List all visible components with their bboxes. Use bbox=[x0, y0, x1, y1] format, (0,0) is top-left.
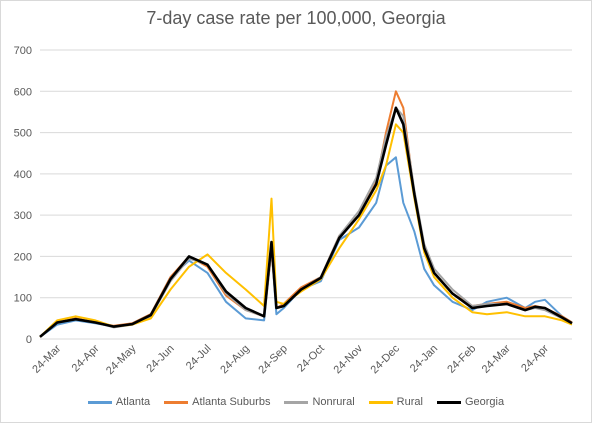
legend-item-atlanta-suburbs: Atlanta Suburbs bbox=[164, 396, 270, 408]
y-axis-ticks: 0 100 200 300 400 500 600 700 bbox=[14, 45, 32, 346]
y-tick-label: 300 bbox=[14, 210, 32, 222]
series-line-georgia bbox=[39, 106, 573, 338]
gridlines bbox=[40, 49, 572, 340]
x-tick-label: 24-Sep bbox=[256, 343, 290, 377]
legend-label: Atlanta bbox=[115, 396, 151, 408]
x-tick-label: 24-Aug bbox=[218, 343, 252, 377]
x-tick-label: 24-Apr bbox=[70, 342, 102, 374]
series-layer bbox=[39, 90, 573, 338]
legend-swatch bbox=[368, 400, 393, 404]
legend-swatch bbox=[164, 400, 189, 404]
x-axis-ticks: 24-Mar 24-Apr 24-May 24-Jun 24-Jul 24-Aug 24-S… bbox=[30, 342, 551, 377]
y-tick-label: 500 bbox=[14, 128, 32, 140]
x-tick-label: 24-Mar bbox=[480, 342, 513, 375]
y-tick-label: 0 bbox=[26, 334, 32, 346]
x-tick-label: 24-Jun bbox=[144, 343, 176, 375]
legend-item-georgia: Georgia bbox=[436, 396, 505, 408]
chart-title: 7-day case rate per 100,000, Georgia bbox=[146, 8, 446, 28]
x-tick-label: 24-Oct bbox=[295, 343, 327, 375]
series-line-atlanta bbox=[39, 156, 573, 338]
legend-label: Atlanta Suburbs bbox=[192, 396, 271, 408]
y-tick-label: 200 bbox=[14, 251, 32, 263]
x-tick-label: 24-Feb bbox=[445, 343, 478, 376]
legend-label: Nonrural bbox=[312, 396, 355, 408]
legend-swatch bbox=[284, 400, 309, 404]
x-tick-label: 24-May bbox=[104, 342, 139, 377]
x-tick-label: 24-Dec bbox=[368, 342, 402, 376]
legend-label: Georgia bbox=[464, 396, 505, 408]
legend-label: Rural bbox=[396, 396, 423, 408]
y-tick-label: 700 bbox=[14, 45, 32, 57]
legend-swatch bbox=[87, 400, 112, 404]
legend-item-nonrural: Nonrural bbox=[284, 396, 355, 408]
legend-item-rural: Rural bbox=[368, 396, 423, 408]
y-tick-label: 100 bbox=[14, 293, 32, 305]
x-tick-label: 24-Jan bbox=[408, 343, 440, 375]
y-tick-label: 600 bbox=[14, 86, 32, 98]
y-tick-label: 400 bbox=[14, 169, 32, 181]
x-tick-label: 24-Mar bbox=[30, 342, 63, 375]
x-tick-label: 24-Apr bbox=[519, 342, 551, 374]
x-tick-label: 24-Nov bbox=[332, 342, 366, 376]
legend-item-atlanta: Atlanta bbox=[87, 396, 151, 408]
x-tick-label: 24-Jul bbox=[184, 343, 214, 373]
series-line-rural bbox=[39, 123, 573, 338]
legend-swatch bbox=[436, 400, 461, 404]
legend: Atlanta Atlanta Suburbs Nonrural Rural Georg… bbox=[0, 396, 592, 408]
